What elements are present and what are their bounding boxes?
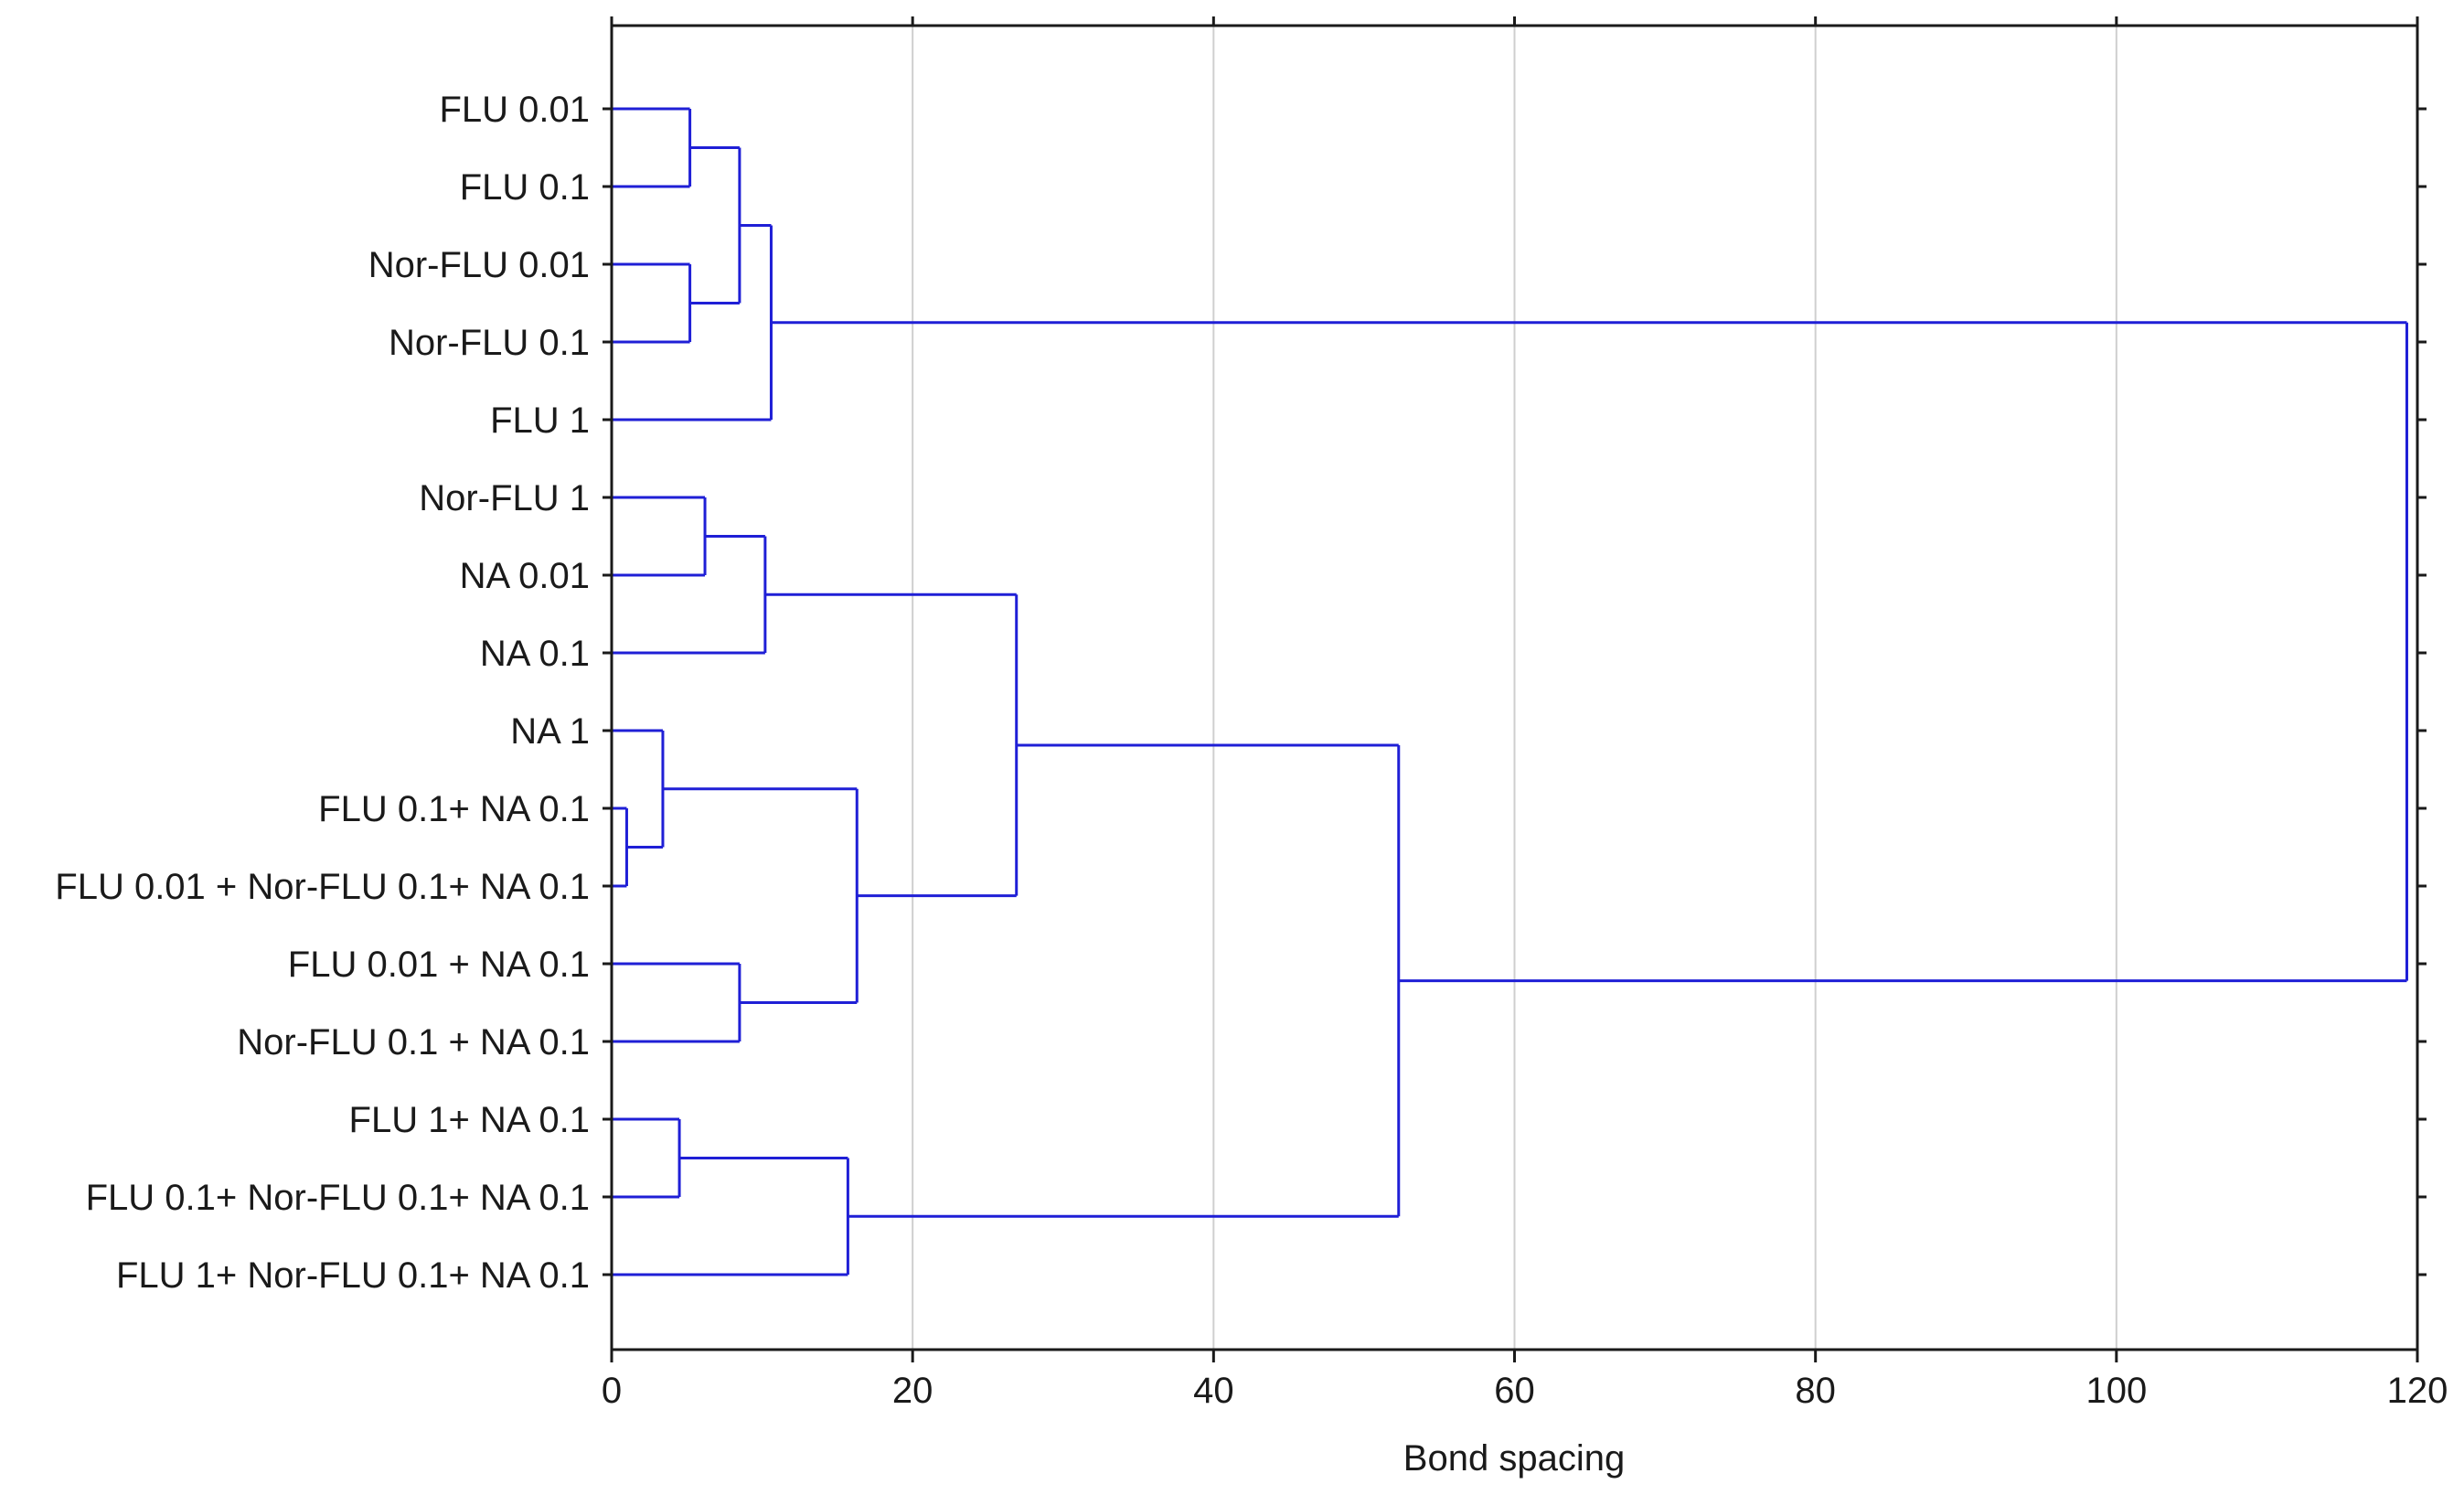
leaf-label: Nor-FLU 1 (419, 478, 590, 518)
leaf-label: FLU 0.01 (439, 90, 590, 130)
x-tick-label-120: 120 (2387, 1371, 2448, 1411)
x-tick-label-0: 0 (602, 1371, 622, 1411)
x-tick-label-80: 80 (1795, 1371, 1836, 1411)
x-tick-label-40: 40 (1193, 1371, 1234, 1411)
leaf-label: FLU 0.1+ Nor-FLU 0.1+ NA 0.1 (86, 1178, 590, 1218)
leaf-label: FLU 0.1 (460, 167, 590, 208)
leaf-label: Nor-FLU 0.1 (389, 323, 590, 363)
tick-layer: 0 20 40 60 80 100 120 (602, 16, 2448, 1411)
x-tick-label-60: 60 (1494, 1371, 1535, 1411)
x-tick-label-100: 100 (2085, 1371, 2147, 1411)
leaf-label: NA 0.01 (460, 556, 590, 596)
leaf-label: NA 1 (510, 711, 590, 752)
x-axis-label: Bond spacing (1403, 1438, 1625, 1479)
leaf-label: NA 0.1 (480, 634, 590, 674)
leaf-label: Nor-FLU 0.01 (368, 245, 590, 285)
leaf-label: Nor-FLU 0.1 + NA 0.1 (237, 1022, 590, 1063)
leaf-label: FLU 1+ NA 0.1 (349, 1100, 590, 1140)
leaf-label: FLU 1+ Nor-FLU 0.1+ NA 0.1 (116, 1255, 590, 1296)
tree-layer (612, 107, 2408, 1276)
leaf-label-layer: FLU 0.01 FLU 0.1 Nor-FLU 0.01 Nor-FLU 0.1 FL… (55, 90, 590, 1296)
grid-layer (912, 26, 2117, 1350)
x-tick-label-20: 20 (892, 1371, 933, 1411)
leaf-label: FLU 0.01 + NA 0.1 (288, 945, 590, 985)
leaf-label: FLU 0.01 + Nor-FLU 0.1+ NA 0.1 (55, 867, 590, 907)
leaf-label: FLU 1 (490, 400, 590, 441)
leaf-label: FLU 0.1+ NA 0.1 (318, 789, 590, 829)
